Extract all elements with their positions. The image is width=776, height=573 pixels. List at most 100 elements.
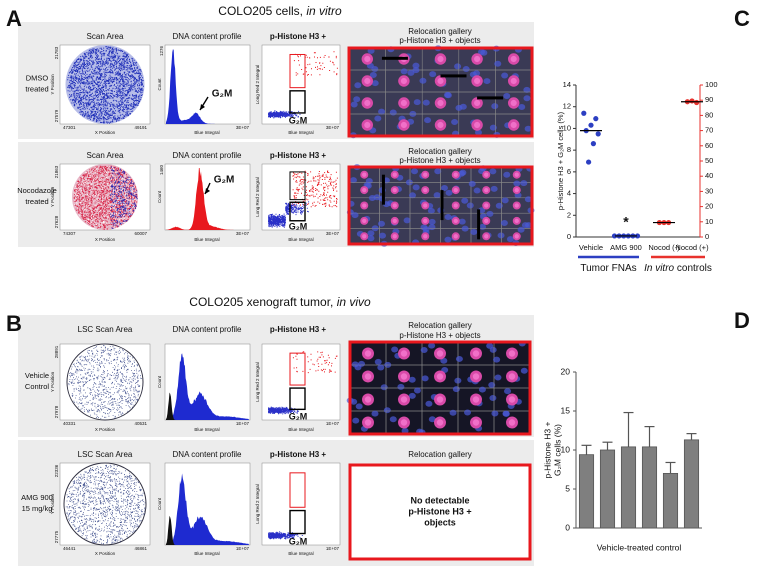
gate: [289, 201, 306, 222]
panel-title: COLO205 xenograft tumor, in vivo: [189, 295, 371, 309]
mitotic-core: [423, 203, 428, 208]
mitotic-core: [510, 55, 517, 63]
nucleus: [440, 357, 448, 364]
axis-label: Blue Integral: [288, 237, 313, 242]
mitotic-core: [364, 121, 371, 129]
nucleus: [491, 103, 499, 110]
nucleus: [425, 400, 433, 407]
mitotic-core: [392, 218, 397, 224]
panel-title-part: COLO205 cells,: [218, 4, 306, 18]
gate: [289, 472, 306, 508]
mitotic-core: [510, 121, 517, 129]
y-tick-label: 14: [563, 80, 571, 89]
mitotic-core: [423, 234, 428, 239]
mitotic-core: [474, 121, 481, 129]
y-tick-label: 0: [567, 232, 571, 241]
axis-tick-label: 47301: [63, 125, 76, 130]
nucleus: [494, 374, 502, 381]
gate-label: G₂M: [289, 536, 308, 546]
nucleus: [413, 387, 421, 394]
row-label: Control: [25, 382, 50, 391]
nucleus: [379, 232, 387, 239]
mitotic-core: [437, 121, 444, 129]
histogram: [166, 49, 249, 124]
gallery-message: objects: [424, 517, 456, 527]
nucleus: [524, 196, 532, 203]
subplot-title: LSC Scan Area: [78, 325, 133, 334]
data-point: [595, 131, 601, 137]
bar: [620, 446, 637, 529]
scatter-dots: [268, 110, 301, 119]
mitotic-core: [484, 203, 489, 208]
nucleus: [462, 66, 470, 73]
gate: [289, 509, 306, 535]
subplot-title: DNA content profile: [173, 151, 242, 160]
nucleus: [489, 124, 497, 131]
nucleus: [504, 388, 512, 395]
mitotic-core: [400, 121, 407, 129]
mitotic-core: [453, 187, 458, 193]
nucleus: [474, 129, 482, 136]
y2-tick-label: 60: [705, 141, 713, 150]
axis-label: Count: [157, 78, 162, 91]
nucleus: [434, 168, 442, 175]
subplot-title: DNA content profile: [173, 450, 242, 459]
nucleus: [489, 395, 497, 402]
scan-dots: [65, 464, 146, 545]
mitotic-core: [423, 172, 428, 177]
panel-letter: C: [734, 6, 750, 31]
nucleus: [428, 342, 436, 349]
data-point: [588, 122, 594, 128]
nucleus: [501, 197, 509, 204]
mitotic-core: [484, 218, 489, 224]
nucleus: [483, 78, 491, 85]
gate-label: G₂M: [289, 115, 308, 125]
y-tick-label: 8: [567, 145, 571, 154]
x-tick-label: AMG 900: [610, 243, 642, 252]
nucleus: [400, 68, 408, 75]
axis-label: X Position: [95, 551, 116, 556]
axis-label: Blue Integral: [288, 130, 313, 135]
data-point: [590, 141, 597, 147]
nucleus: [477, 49, 485, 56]
axis-tick-label: 3E+07: [326, 231, 340, 236]
nucleus: [408, 376, 416, 383]
nucleus: [391, 346, 399, 353]
mitotic-core: [453, 172, 458, 177]
nucleus: [503, 93, 511, 100]
nucleus: [486, 210, 494, 217]
y-tick-label: 15: [561, 405, 571, 415]
mitotic-core: [514, 234, 519, 239]
panel-title-part: COLO205 xenograft tumor,: [189, 295, 336, 309]
scan-dots: [67, 46, 144, 124]
gallery-message: No detectable: [410, 495, 469, 505]
axis-label: Blue Integral: [194, 130, 219, 135]
row-label: AMG 900: [21, 493, 53, 502]
gate: [289, 171, 306, 201]
axis-label: Count: [157, 497, 162, 510]
nucleus: [444, 236, 452, 243]
mitotic-core: [436, 350, 444, 357]
axis-tick-label: 40531: [134, 421, 147, 426]
axis-label: Y Position: [50, 493, 55, 514]
mitotic-core: [508, 350, 516, 357]
bar: [578, 454, 595, 529]
axis-label: Count: [157, 375, 162, 388]
axis-tick-label: 3E+07: [236, 125, 250, 130]
nucleus: [459, 169, 467, 176]
subplot-title: p-Histone H3 +: [270, 450, 327, 459]
row-label: Vehicle: [25, 371, 49, 380]
mask-bar: [477, 96, 504, 100]
mitotic-core: [392, 203, 397, 208]
bar: [599, 449, 616, 529]
gate-label: G₂M: [289, 221, 308, 231]
nucleus: [428, 218, 436, 225]
mitotic-core: [400, 77, 407, 85]
nucleus: [461, 197, 469, 204]
axis-tick-label: 28891: [54, 345, 59, 358]
mitotic-core: [510, 77, 517, 85]
x-tick-label: Nocod (-): [648, 243, 680, 252]
nucleus: [374, 115, 382, 122]
arrow-head: [205, 188, 210, 194]
nucleus: [473, 187, 481, 194]
